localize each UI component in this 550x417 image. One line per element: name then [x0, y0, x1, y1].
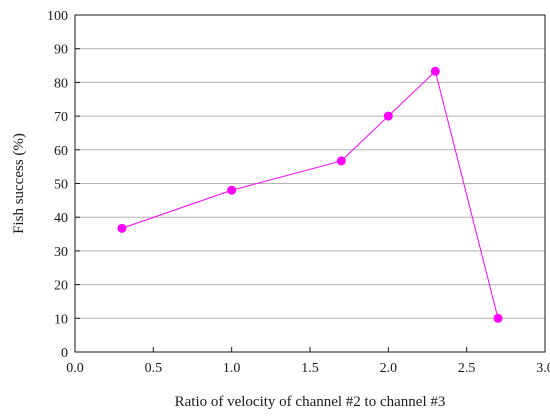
- gridlines: [75, 48, 545, 319]
- data-point: [336, 156, 346, 166]
- y-tick-label: 0: [61, 346, 68, 361]
- x-tick-label: 1.0: [223, 361, 241, 376]
- y-axis-label: Fish success (%): [11, 133, 27, 234]
- x-axis-ticks: 0.0 0.5 1.0 1.5 2.0 2.5 3.0: [66, 347, 550, 376]
- y-tick-label: 20: [54, 279, 68, 294]
- series-layer: [117, 66, 503, 323]
- y-axis-ticks: 0 10 20 30 40 50 60 70 80 90 100: [47, 9, 80, 361]
- y-tick-label: 100: [47, 9, 68, 24]
- x-tick-label: 1.5: [301, 361, 319, 376]
- y-tick-label: 30: [54, 245, 68, 260]
- y-tick-label: 60: [54, 144, 68, 159]
- y-tick-label: 90: [54, 43, 68, 58]
- x-axis-label: Ratio of velocity of channel #2 to chann…: [175, 394, 446, 410]
- y-tick-label: 80: [54, 76, 68, 91]
- data-point: [493, 313, 503, 323]
- data-point: [383, 111, 393, 121]
- y-tick-label: 70: [54, 110, 68, 125]
- series-line: [121, 70, 499, 319]
- data-point: [227, 185, 237, 195]
- y-tick-label: 10: [54, 312, 68, 327]
- y-tick-label: 50: [54, 178, 68, 193]
- x-tick-label: 2.0: [380, 361, 398, 376]
- plot-frame: [74, 14, 546, 353]
- data-point: [430, 66, 440, 76]
- y-tick-label: 40: [54, 211, 68, 226]
- data-point: [117, 223, 127, 233]
- x-tick-label: 0.5: [145, 361, 163, 376]
- x-tick-label: 3.0: [536, 361, 550, 376]
- x-tick-label: 2.5: [458, 361, 476, 376]
- x-tick-label: 0.0: [66, 361, 84, 376]
